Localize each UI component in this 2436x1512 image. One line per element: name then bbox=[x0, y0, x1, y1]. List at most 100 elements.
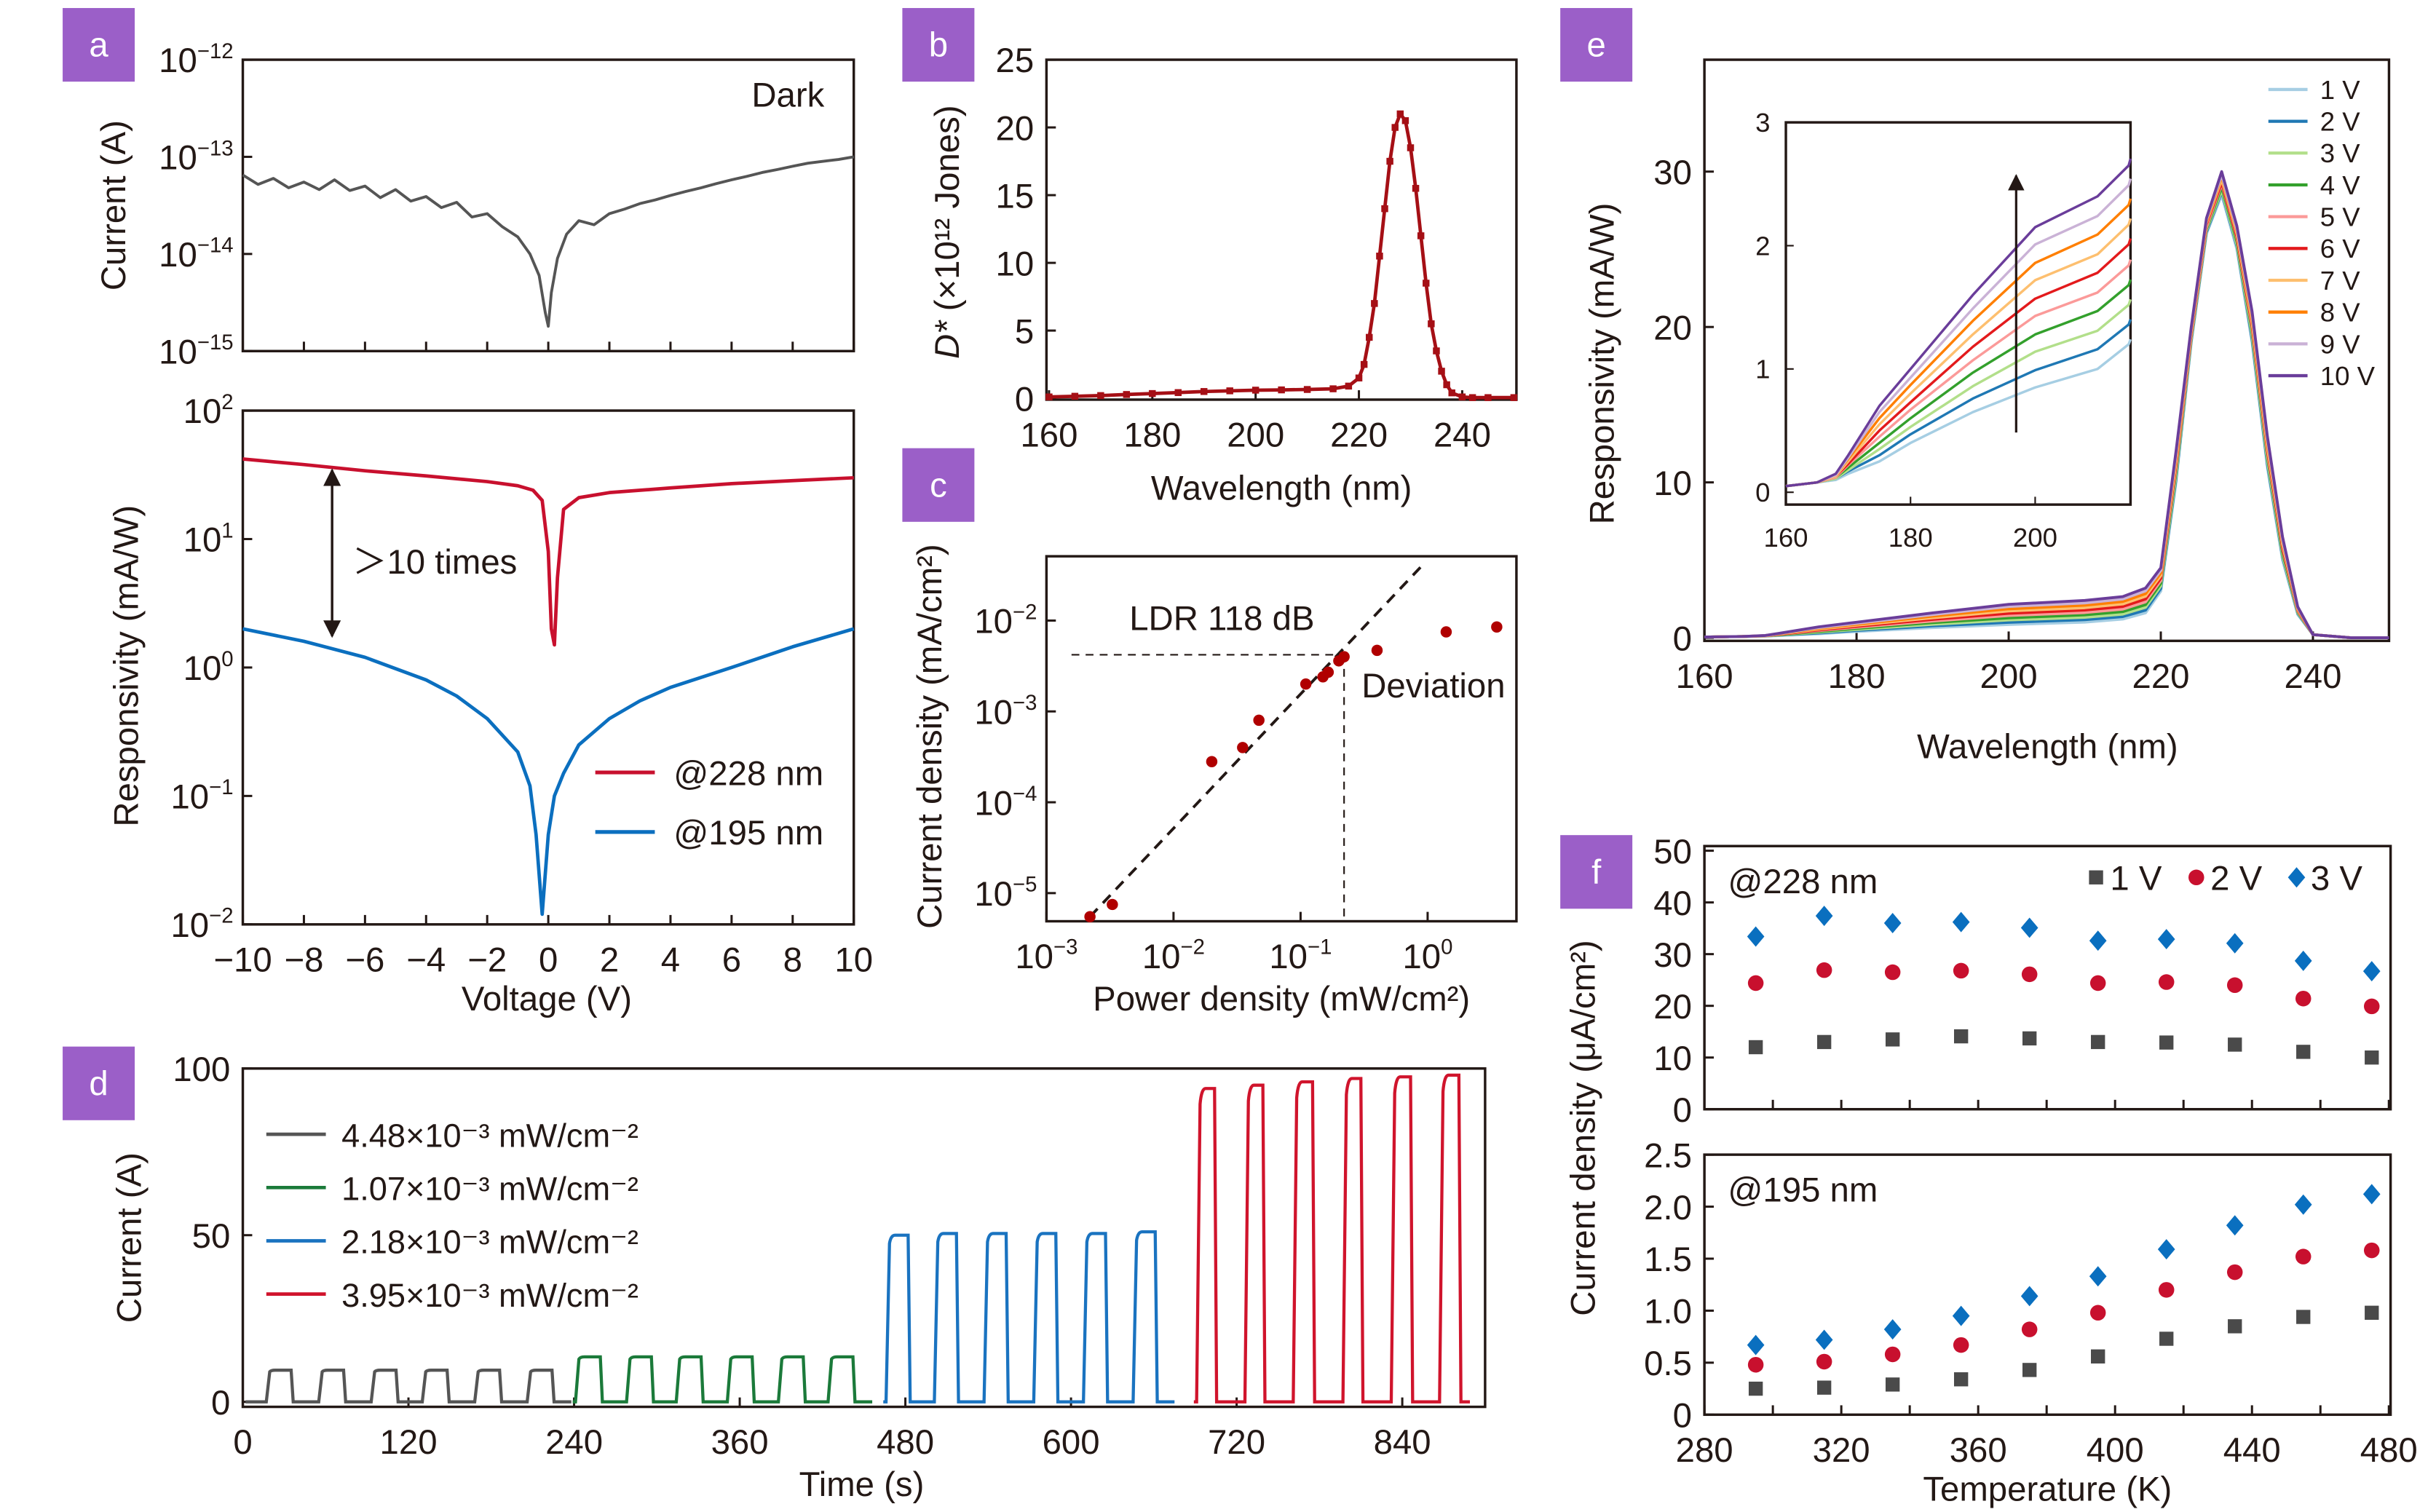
y-tick-label-exponent: 1 bbox=[221, 518, 233, 542]
x-tick-label: 240 bbox=[545, 1423, 603, 1462]
panel-label-box bbox=[1560, 835, 1633, 909]
y-tick-label: 10−4 bbox=[974, 782, 1037, 823]
data-point-diamond bbox=[2157, 1239, 2175, 1260]
legend-label: 5 V bbox=[2320, 202, 2361, 232]
x-tick-label: 8 bbox=[783, 941, 802, 979]
data-point-square bbox=[1748, 1040, 1763, 1055]
data-point-circle bbox=[2021, 1321, 2038, 1337]
photocurrent-series-1 bbox=[245, 1369, 572, 1404]
legend-label: @195 nm bbox=[673, 814, 823, 852]
y-tick-label: 10 bbox=[996, 245, 1035, 283]
data-point-circle bbox=[1953, 1337, 1969, 1353]
data-point bbox=[1355, 374, 1363, 381]
x-tick-label: 0 bbox=[539, 941, 558, 979]
y-tick-label-exponent: −5 bbox=[1013, 873, 1037, 897]
data-point-diamond bbox=[2294, 1194, 2312, 1215]
y-tick-label-base: 10 bbox=[974, 784, 1013, 823]
data-point-diamond bbox=[2020, 917, 2038, 938]
panel-label-c: c bbox=[902, 448, 975, 522]
data-point-diamond bbox=[1952, 911, 1970, 933]
y-tick-label: 10−14 bbox=[159, 234, 233, 274]
x-tick-label: 10−3 bbox=[1015, 935, 1077, 976]
data-point-circle bbox=[2089, 1305, 2106, 1321]
data-point-diamond bbox=[2294, 950, 2312, 971]
inset-y-tick-label: 2 bbox=[1755, 231, 1770, 261]
data-point bbox=[1071, 392, 1079, 400]
x-tick-label: −4 bbox=[406, 941, 446, 979]
data-point bbox=[1423, 280, 1430, 287]
y-tick-label-base: 10 bbox=[170, 778, 209, 817]
x-tick-label: 10−2 bbox=[1142, 935, 1205, 976]
data-point bbox=[1428, 320, 1435, 328]
y-axis-symbol: D* bbox=[928, 320, 967, 359]
x-tick-label: −10 bbox=[213, 941, 272, 979]
y-tick-label: 2.0 bbox=[1644, 1189, 1692, 1227]
inset-y-tick-label: 0 bbox=[1755, 478, 1770, 507]
legend-label: 3 V bbox=[2320, 138, 2361, 168]
data-point bbox=[1412, 185, 1420, 192]
x-tick-label-exponent: −3 bbox=[1053, 935, 1077, 959]
panel-label-box bbox=[902, 8, 975, 82]
y-tick-label: 0 bbox=[1673, 1397, 1692, 1436]
inset-x-tick-label: 160 bbox=[1764, 523, 1808, 553]
y-tick-label: 100 bbox=[173, 1050, 230, 1089]
data-point-diamond bbox=[2089, 1266, 2107, 1287]
x-axis-title: Temperature (K) bbox=[1923, 1471, 2172, 1509]
x-tick-label: 720 bbox=[1208, 1423, 1265, 1462]
y-tick-label-base: 10 bbox=[159, 139, 197, 178]
y-tick-label: 100 bbox=[183, 647, 234, 688]
y-tick-label-exponent: −1 bbox=[209, 775, 233, 799]
y-tick-label-exponent: −2 bbox=[1013, 600, 1037, 624]
axes-b: 160 180 200 220 240 0 5 10 15 20 25 bbox=[996, 41, 1518, 455]
x-tick-label: 100 bbox=[1402, 935, 1452, 976]
y-tick-label: 10−2 bbox=[974, 600, 1037, 641]
y-tick-label: 20 bbox=[996, 109, 1035, 148]
data-point-diamond bbox=[1815, 906, 1833, 927]
data-point-circle bbox=[2363, 1242, 2380, 1259]
panel-label-box bbox=[902, 448, 975, 522]
x-tick-label: 400 bbox=[2087, 1431, 2144, 1470]
data-point-circle bbox=[1747, 975, 1764, 991]
y-tick-label: 15 bbox=[996, 177, 1035, 215]
x-tick-label-base: 10 bbox=[1402, 938, 1441, 976]
data-point-square bbox=[1885, 1377, 1900, 1392]
y-tick-label-exponent: −2 bbox=[209, 904, 233, 928]
responsivity-line-10v bbox=[1704, 170, 2389, 640]
data-point-square bbox=[2089, 870, 2103, 884]
x-tick-label: 840 bbox=[1374, 1423, 1431, 1462]
detectivity-line bbox=[1048, 112, 1514, 400]
x-axis-title: Power density (mW/cm²) bbox=[1093, 980, 1470, 1018]
y-tick-label-base: 10 bbox=[159, 41, 197, 80]
data-point-circle bbox=[1816, 962, 1832, 978]
data-point-square bbox=[1885, 1032, 1900, 1047]
data-point bbox=[1329, 385, 1337, 392]
y-tick-label: 5 bbox=[1015, 312, 1034, 351]
x-tick-label: 600 bbox=[1043, 1423, 1100, 1462]
y-tick-label: 0 bbox=[211, 1384, 230, 1422]
x-tick-label-exponent: −2 bbox=[1180, 935, 1204, 959]
data-point-square bbox=[1816, 1034, 1832, 1050]
data-point bbox=[1448, 389, 1455, 397]
x-tick-label: 220 bbox=[2132, 657, 2190, 696]
y-tick-label: 10−5 bbox=[974, 873, 1037, 914]
annotation-ratio: ＞10 times bbox=[352, 543, 517, 582]
x-tick-label-base: 10 bbox=[1269, 938, 1308, 976]
photocurrent-series-4 bbox=[1193, 1073, 1471, 1404]
plot-frame bbox=[1703, 58, 2391, 643]
y-tick-label-exponent: −13 bbox=[197, 136, 234, 160]
y-tick-label-base: 10 bbox=[159, 333, 197, 371]
data-point-diamond bbox=[1747, 926, 1765, 947]
y-tick-label: 20 bbox=[1653, 988, 1692, 1026]
y-tick-label: 10−3 bbox=[974, 691, 1037, 732]
data-point bbox=[1510, 394, 1518, 401]
panel-label-box bbox=[1560, 8, 1633, 82]
y-tick-label-base: 10 bbox=[183, 521, 222, 560]
x-tick-label-base: 10 bbox=[1015, 938, 1053, 976]
data-point bbox=[1045, 393, 1053, 400]
inset-x-tick-label: 200 bbox=[2013, 523, 2057, 553]
data-point-diamond bbox=[1952, 1305, 1970, 1326]
y-tick-label: 0 bbox=[1015, 380, 1034, 419]
legend-label: 2 V bbox=[2210, 859, 2262, 898]
